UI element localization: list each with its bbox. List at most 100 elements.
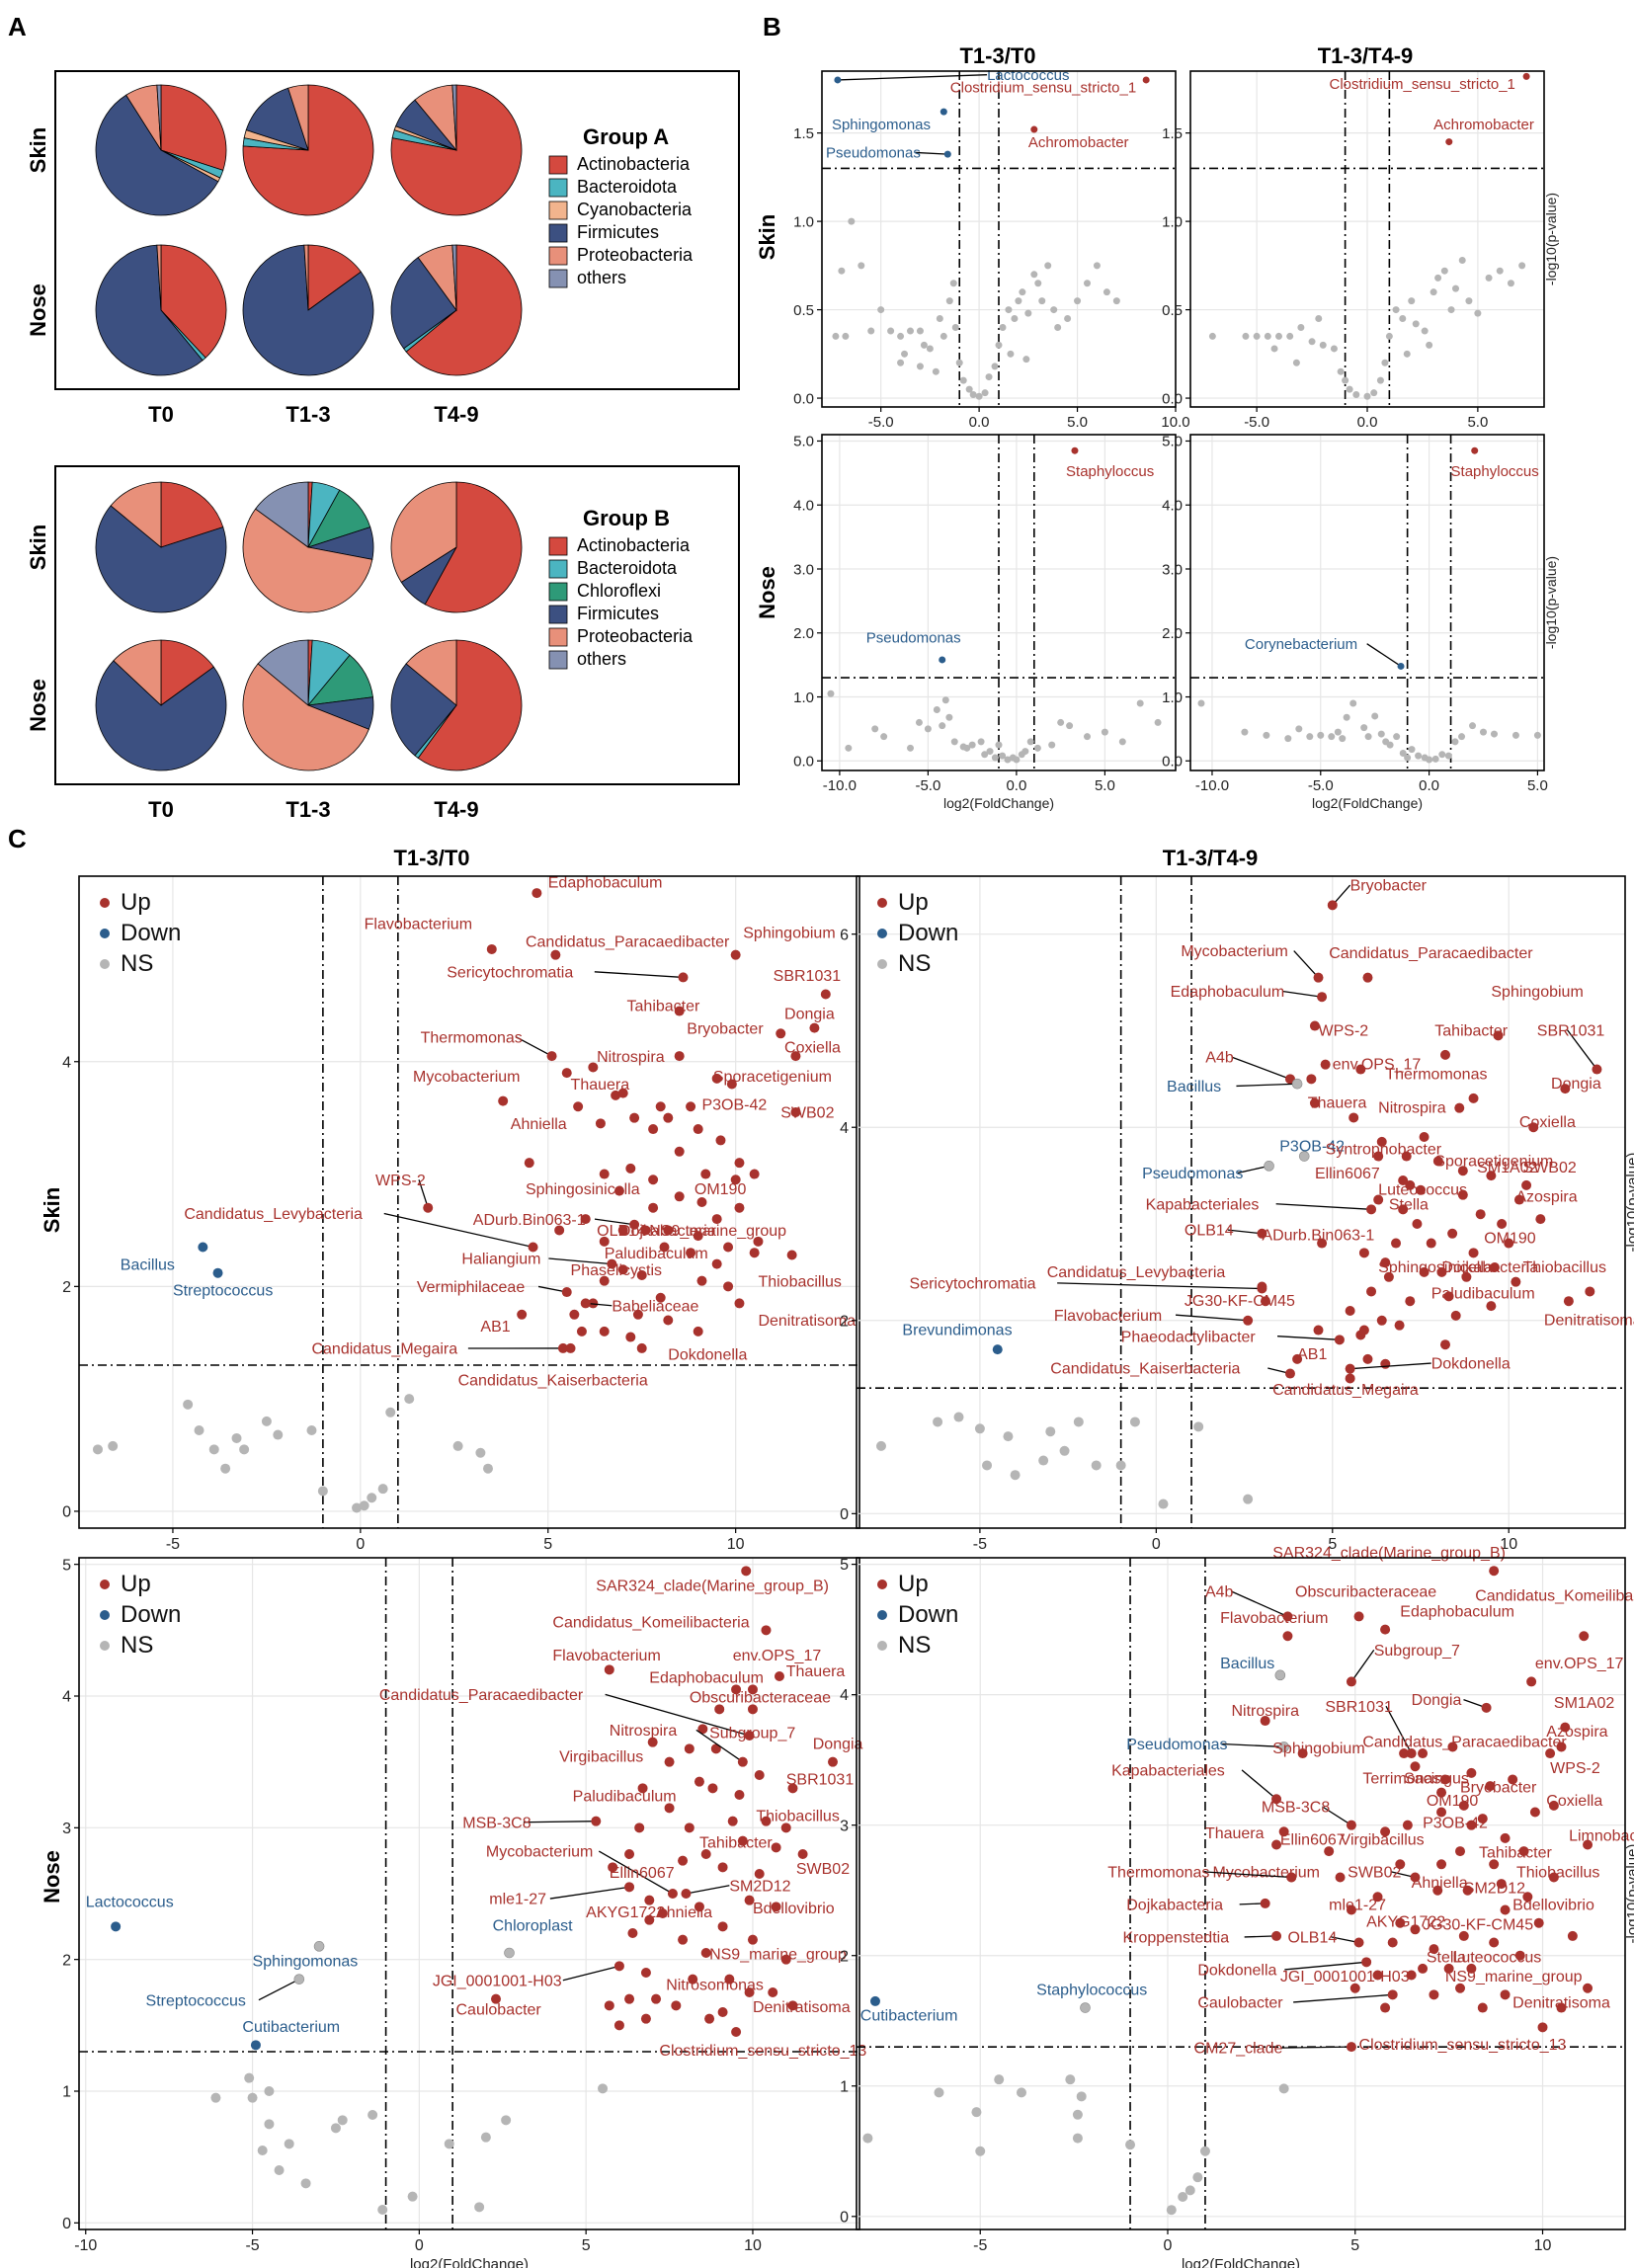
subgroup-7-label: Subgroup_7 bbox=[709, 1726, 795, 1742]
legend-swatch-actinobacteria bbox=[548, 536, 568, 556]
nitrospira-label: Nitrospira bbox=[610, 1723, 678, 1740]
x-tick-label: 5.0 bbox=[1527, 777, 1548, 794]
edaphobaculum-label: Edaphobaculum bbox=[649, 1670, 764, 1687]
ns-point bbox=[1115, 1460, 1126, 1471]
pie-nose-t0 bbox=[95, 639, 227, 771]
achromobacter-label: Achromobacter bbox=[1433, 117, 1534, 133]
up-point bbox=[1380, 1257, 1391, 1268]
x-tick-label: 0.0 bbox=[1006, 777, 1026, 794]
obscuribacteraceae-label: Obscuribacteraceae bbox=[690, 1690, 831, 1707]
legend-label-down: Down bbox=[898, 1601, 958, 1628]
ns-point bbox=[1426, 341, 1433, 349]
ns-point bbox=[475, 1447, 486, 1458]
ns-point bbox=[1385, 332, 1393, 340]
ns-point bbox=[1084, 733, 1091, 741]
x-tick-label: 0 bbox=[356, 1536, 365, 1553]
caulobacter-label: Caulobacter bbox=[1197, 1995, 1283, 2012]
sporacetigenium-point bbox=[711, 1073, 722, 1084]
ns-point bbox=[239, 1444, 250, 1455]
om190-label: OM190 bbox=[1427, 1793, 1479, 1810]
up-point bbox=[1450, 1310, 1461, 1321]
pie-skin-t4-9 bbox=[390, 481, 523, 613]
pie-slice-firmicutes bbox=[242, 244, 374, 376]
sm1a02-label: SM1A02 bbox=[1554, 1695, 1614, 1712]
ns-point bbox=[1474, 309, 1482, 317]
virgibacillus-point bbox=[637, 1783, 648, 1794]
column-title-c-left: T1-3/T0 bbox=[393, 846, 469, 870]
up-point bbox=[624, 1849, 635, 1859]
y-tick-label: 0.0 bbox=[793, 754, 814, 770]
up-point bbox=[1477, 1814, 1488, 1824]
clostridium-sensu-stricto-13-point bbox=[731, 2027, 742, 2037]
up-point bbox=[1486, 1301, 1497, 1312]
ns-point bbox=[1066, 722, 1074, 730]
up-point bbox=[1402, 1820, 1413, 1830]
sphingobium-label: Sphingobium bbox=[1272, 1741, 1364, 1757]
ahniella-point bbox=[694, 1902, 704, 1912]
ns-point bbox=[907, 327, 914, 335]
up-point bbox=[1447, 1742, 1458, 1752]
ns-point bbox=[210, 2092, 221, 2103]
y-tick-label: 3 bbox=[62, 1821, 71, 1837]
swb02-label: SWB02 bbox=[780, 1105, 834, 1122]
thiobacillus-label: Thiobacillus bbox=[1516, 1864, 1599, 1881]
up-point bbox=[554, 1225, 565, 1236]
legend-label-down: Down bbox=[121, 1601, 181, 1628]
column-title-b-left: T1-3/T0 bbox=[959, 43, 1035, 68]
staphyloccus-point bbox=[1471, 446, 1479, 454]
y-tick-label: 2 bbox=[840, 1948, 849, 1965]
corynebacterium-point bbox=[1397, 662, 1405, 670]
sphingobium-label: Sphingobium bbox=[1491, 984, 1583, 1001]
ns-point bbox=[858, 262, 865, 270]
bacillus-point bbox=[1274, 1669, 1286, 1681]
y-tick-label: 1.0 bbox=[793, 213, 814, 230]
ns-point bbox=[501, 2115, 512, 2126]
row-label-skin: Skin bbox=[26, 127, 50, 173]
flavobacterium-point bbox=[1243, 1315, 1254, 1326]
luteococcus-point bbox=[1416, 1184, 1427, 1195]
y-axis-title: -log10(p-value) bbox=[1543, 193, 1559, 285]
volcano-c-nose-t1-3-t4-9: SAR324_clade(Marine_group_B) A4b Obscuriba… bbox=[840, 1545, 1634, 2268]
limnobacter-label: Limnobacter bbox=[1569, 1828, 1634, 1845]
label-leader-line bbox=[1293, 1993, 1393, 2003]
label-leader-line bbox=[383, 1212, 533, 1249]
up-point bbox=[723, 1281, 734, 1292]
x-tick-label: 0.0 bbox=[1357, 414, 1378, 431]
label-leader-line bbox=[837, 74, 988, 81]
up-point bbox=[636, 1342, 647, 1353]
ns-point bbox=[247, 2092, 258, 2103]
x-tick-label: -5 bbox=[973, 1536, 987, 1553]
ns-point bbox=[940, 332, 947, 340]
pseudomonas-label: Pseudomonas bbox=[1142, 1166, 1243, 1182]
cm27-clade-point bbox=[1346, 2042, 1356, 2053]
sm2d12-label: SM2D12 bbox=[1464, 1880, 1525, 1897]
bryobacter-point bbox=[1327, 900, 1338, 911]
ns-point bbox=[264, 2119, 275, 2130]
ns-point bbox=[231, 1432, 242, 1443]
ns-point bbox=[1284, 735, 1292, 743]
mycobacterium-label: Mycobacterium bbox=[486, 1844, 593, 1861]
ns-point bbox=[1421, 327, 1429, 335]
swb02-point bbox=[790, 1106, 801, 1117]
pie-skin-t1-3 bbox=[242, 481, 374, 613]
thauera-point bbox=[1271, 1839, 1282, 1850]
ns-point bbox=[404, 1394, 415, 1405]
p3ob-42-label: P3OB-42 bbox=[1279, 1139, 1345, 1156]
ns-point bbox=[1496, 267, 1504, 275]
ns-point bbox=[377, 1484, 388, 1495]
sphingosinicella-point bbox=[1383, 1271, 1394, 1282]
ns-point bbox=[1073, 1417, 1084, 1427]
sar324-clade-marine-group-b-point bbox=[741, 1566, 752, 1577]
ns-point bbox=[1306, 733, 1314, 741]
up-point bbox=[573, 1101, 584, 1112]
ns-point bbox=[1033, 744, 1041, 752]
pie-group-frame bbox=[54, 70, 740, 390]
ns-point bbox=[1003, 1431, 1014, 1442]
legend-swatch-others bbox=[548, 650, 568, 670]
ab1-point bbox=[517, 1309, 528, 1320]
mycobacterium-point bbox=[667, 1889, 678, 1899]
olb14-label: OLB14 bbox=[1287, 1930, 1337, 1947]
ns-point bbox=[359, 1500, 369, 1511]
data-points bbox=[1197, 699, 1541, 764]
pseudomonas-point bbox=[1278, 1742, 1289, 1752]
